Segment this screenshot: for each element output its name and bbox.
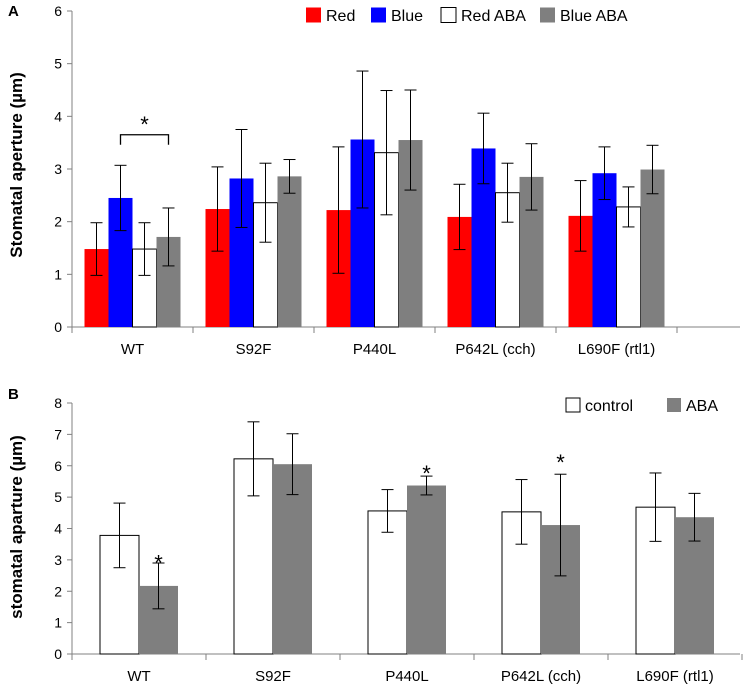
b-bar-control bbox=[367, 510, 408, 655]
b-significance-star: * bbox=[422, 461, 431, 486]
b-ytick-label: 2 bbox=[54, 583, 62, 599]
a-bar-blue-aba bbox=[277, 176, 302, 327]
b-ytick-label: 1 bbox=[54, 615, 62, 631]
b-ytick-label: 5 bbox=[54, 489, 62, 505]
panel-a-label: A bbox=[8, 3, 19, 20]
a-significance-bracket bbox=[119, 134, 170, 145]
a-legend-label: Blue bbox=[391, 8, 423, 25]
a-legend-label: Blue ABA bbox=[560, 8, 628, 25]
a-ytick-label: 1 bbox=[54, 266, 62, 282]
b-category-label: P440L bbox=[385, 668, 428, 685]
a-significance-star: * bbox=[140, 112, 149, 137]
a-ytick-label: 4 bbox=[54, 108, 62, 124]
a-legend-swatch bbox=[440, 7, 457, 23]
b-ytick-label: 7 bbox=[54, 426, 62, 442]
b-category-label: WT bbox=[127, 668, 150, 685]
a-legend-label: Red bbox=[326, 8, 355, 25]
a-ytick-label: 3 bbox=[54, 161, 62, 177]
b-category-label: S92F bbox=[255, 668, 291, 685]
b-significance-star: * bbox=[556, 450, 565, 475]
a-category-label: WT bbox=[121, 341, 144, 358]
panel-b-plot: 0 1 2 3 4 5 6 7 8 WT S92F P440L P642L (cch) L690F (rt… bbox=[54, 395, 743, 685]
b-ytick-label: 8 bbox=[54, 395, 62, 411]
panel-a-plot: 0 1 2 3 4 5 6 WT S92F P440L P642L (cch) L690F (rtl1… bbox=[54, 3, 740, 358]
a-bar-blue-aba bbox=[640, 169, 665, 327]
a-ytick-label: 2 bbox=[54, 214, 62, 230]
a-category-label: P642L (cch) bbox=[455, 341, 535, 358]
b-legend-label: ABA bbox=[686, 398, 718, 415]
a-category-label: P440L bbox=[353, 341, 396, 358]
a-legend-swatch bbox=[540, 7, 555, 23]
b-bar-aba bbox=[407, 485, 446, 654]
b-ytick-label: 4 bbox=[54, 521, 62, 537]
b-ytick-label: 6 bbox=[54, 458, 62, 474]
panel-b-label: B bbox=[8, 386, 19, 403]
b-ytick-label: 0 bbox=[54, 646, 62, 662]
a-legend-swatch bbox=[371, 7, 386, 23]
a-legend-label: Red ABA bbox=[461, 8, 526, 25]
b-significance-star: * bbox=[154, 550, 163, 575]
panel-a-ylabel: Stomatal aperture (µm) bbox=[7, 72, 26, 258]
a-legend-swatch bbox=[306, 7, 321, 23]
b-legend-label: control bbox=[585, 398, 633, 415]
a-ytick-label: 5 bbox=[54, 56, 62, 72]
b-bar-aba bbox=[273, 464, 312, 654]
b-ytick-label: 3 bbox=[54, 552, 62, 568]
b-category-label: P642L (cch) bbox=[501, 668, 581, 685]
a-ytick-label: 0 bbox=[54, 319, 62, 335]
b-category-label: L690F (rtl1) bbox=[636, 668, 714, 685]
b-legend-swatch bbox=[565, 397, 581, 413]
panel-b-ylabel: stomatal aparture (µm) bbox=[7, 435, 26, 619]
b-legend-swatch bbox=[667, 398, 681, 412]
a-ytick-label: 6 bbox=[54, 3, 62, 19]
a-category-label: L690F (rtl1) bbox=[578, 341, 656, 358]
a-category-label: S92F bbox=[236, 341, 272, 358]
